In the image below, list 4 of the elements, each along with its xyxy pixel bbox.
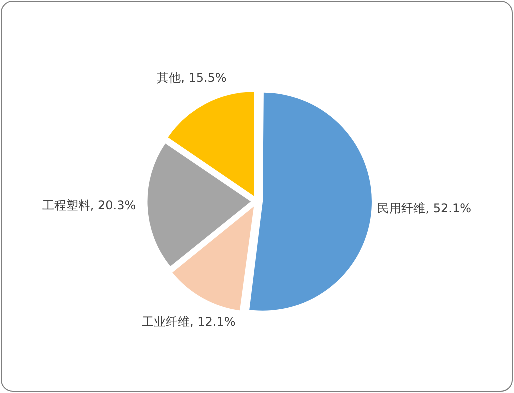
slice-label: 工业纤维, 12.1% (142, 314, 236, 329)
slice-label: 其他, 15.5% (157, 70, 227, 85)
slice-label: 民用纤维, 52.1% (378, 202, 472, 216)
slice-label: 工程塑料, 20.3% (42, 198, 136, 213)
